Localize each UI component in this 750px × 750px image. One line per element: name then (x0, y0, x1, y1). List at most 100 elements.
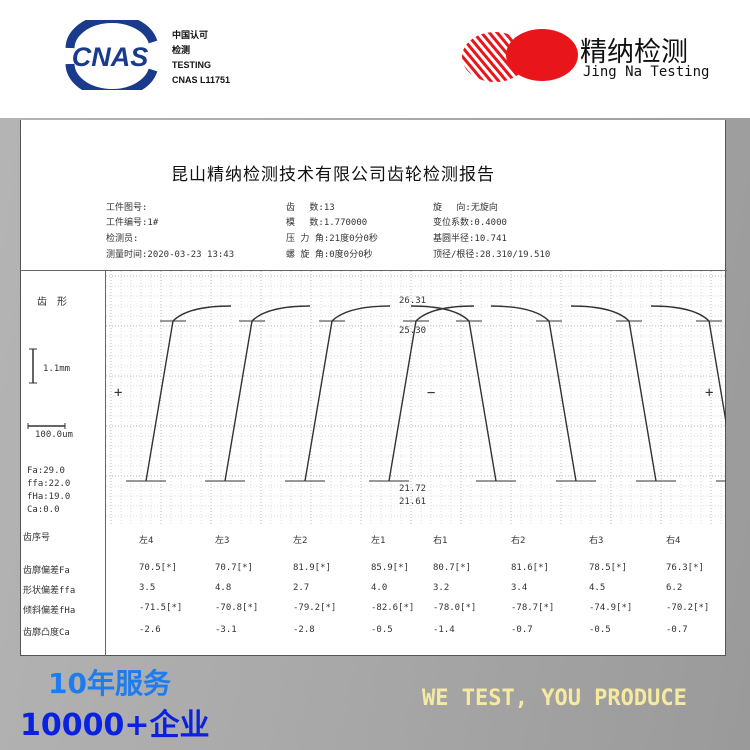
column-header: 右3 (589, 536, 604, 546)
column-header: 右1 (433, 536, 448, 546)
table-cell: 3.5 (139, 583, 156, 593)
table-cell: 2.7 (293, 583, 310, 593)
tolerances: Fa:29.0 ffa:22.0 fHa:19.0 Ca:0.0 (27, 465, 70, 517)
cnas-text: CNAS (72, 42, 149, 72)
tooth-profile-right (650, 305, 726, 426)
tagline: WE TEST, YOU PRODUCE (422, 686, 687, 711)
info-field: 工件图号: (106, 203, 148, 213)
column-header: 右4 (666, 536, 681, 546)
row-header: 倾斜偏差fHa (23, 606, 76, 616)
row-header: 齿序号 (23, 533, 51, 543)
info-field: 顶径/根径:28.310/19.510 (433, 250, 551, 260)
table-cell: 70.7[*] (215, 563, 253, 573)
table-cell: -71.5[*] (139, 603, 183, 613)
table-cell: -79.2[*] (293, 603, 337, 613)
table-cell: -2.6 (139, 625, 161, 635)
table-cell: -3.1 (215, 625, 237, 635)
tooth-profile-right (570, 305, 657, 482)
tol-ca: Ca:0.0 (27, 505, 60, 515)
table-cell: 81.9[*] (293, 563, 331, 573)
column-header: 左1 (371, 536, 386, 546)
header-banner: CNAS 中国认可 检测 TESTING CNAS L11751 精纳检测 Ji… (0, 0, 750, 118)
profile-chart (106, 271, 726, 526)
table-cell: 4.8 (215, 583, 232, 593)
info-field: 工件编号:1# (106, 218, 159, 228)
info-field: 旋 向:无旋向 (433, 203, 498, 213)
label-25-30: 25.30 (399, 326, 427, 336)
info-field: 检测员: (106, 234, 139, 244)
vertical-scale-label: 1.1mm (43, 364, 71, 374)
horizontal-scale-icon (27, 423, 66, 429)
report-document: 昆山精纳检测技术有限公司齿轮检测报告 工件图号: 齿 数:13 旋 向:无旋向工件编… (20, 120, 727, 656)
cnas-line: 中国认可 (172, 30, 209, 40)
table-cell: -0.7 (666, 625, 688, 635)
table-cell: 85.9[*] (371, 563, 409, 573)
info-field: 压 力 角:21度0分0秒 (286, 234, 378, 244)
info-field: 模 数:1.770000 (286, 218, 368, 228)
table-cell: -0.5 (589, 625, 611, 635)
label-26-31: 26.31 (399, 296, 427, 306)
table-cell: 80.7[*] (433, 563, 471, 573)
label-21-61: 21.61 (399, 497, 427, 507)
scale-bars (27, 348, 66, 429)
table-cell: -70.2[*] (666, 603, 710, 613)
table-cell: -1.4 (433, 625, 455, 635)
plus-sign-left: + (114, 385, 123, 401)
label-21-72: 21.72 (399, 484, 427, 494)
divider (105, 270, 106, 656)
minus-sign: − (427, 385, 436, 401)
info-field: 基圆半径:10.741 (433, 234, 507, 244)
info-field: 螺 旋 角:0度0分0秒 (286, 250, 373, 260)
table-cell: -74.9[*] (589, 603, 633, 613)
tol-fha: fHa:19.0 (27, 492, 71, 502)
table-cell: 4.0 (371, 583, 388, 593)
clients-slogan: 10000+企业 (20, 708, 210, 743)
info-field: 测量时间:2020-03-23 13:43 (106, 250, 235, 260)
table-cell: 81.6[*] (511, 563, 549, 573)
table-cell: 76.3[*] (666, 563, 704, 573)
table-cell: -70.8[*] (215, 603, 259, 613)
table-cell: 3.2 (433, 583, 450, 593)
tol-ffa: ffa:22.0 (27, 479, 71, 489)
years-slogan: 10年服务 (48, 667, 171, 700)
brand-name-cn: 精纳检测 (580, 37, 688, 68)
table-cell: 6.2 (666, 583, 683, 593)
table-cell: -0.7 (511, 625, 533, 635)
tol-fa: Fa:29.0 (27, 466, 65, 476)
brand-name-en: Jing Na Testing (583, 64, 710, 80)
column-header: 左4 (139, 536, 154, 546)
table-cell: 4.5 (589, 583, 606, 593)
cnas-line: 检测 (172, 45, 191, 55)
tooth-profile-left (304, 305, 391, 482)
tooth-profile-left (224, 305, 311, 482)
report-title: 昆山精纳检测技术有限公司齿轮检测报告 (171, 165, 495, 185)
row-header: 形状偏差ffa (23, 586, 76, 596)
row-header: 齿廓凸度Ca (23, 628, 70, 638)
row-header: 齿廓偏差Fa (23, 566, 70, 576)
table-cell: -0.5 (371, 625, 393, 635)
table-cell: 70.5[*] (139, 563, 177, 573)
vertical-scale-icon (29, 348, 37, 384)
cnas-logo: CNAS (65, 20, 158, 90)
column-header: 右2 (511, 536, 526, 546)
info-field: 变位系数:0.4000 (433, 218, 507, 228)
table-cell: -78.0[*] (433, 603, 477, 613)
jingna-logo-icon (462, 29, 578, 82)
horizontal-scale-label: 100.0um (35, 430, 73, 440)
cnas-line: TESTING (172, 60, 212, 70)
divider (21, 270, 727, 271)
plus-sign-right: + (705, 385, 714, 401)
table-cell: -82.6[*] (371, 603, 415, 613)
table-cell: -2.8 (293, 625, 315, 635)
table-cell: -78.7[*] (511, 603, 555, 613)
cnas-info: 中国认可 检测 TESTING CNAS L11751 (172, 28, 230, 88)
tooth-profile-right (490, 305, 577, 482)
cnas-line: CNAS L11751 (172, 75, 231, 85)
table-cell: 78.5[*] (589, 563, 627, 573)
table-cell: 3.4 (511, 583, 528, 593)
column-header: 左3 (215, 536, 230, 546)
column-header: 左2 (293, 536, 308, 546)
tooth-profile-left (145, 305, 232, 482)
profile-heading: 齿 形 (37, 297, 67, 308)
info-field: 齿 数:13 (286, 203, 335, 213)
